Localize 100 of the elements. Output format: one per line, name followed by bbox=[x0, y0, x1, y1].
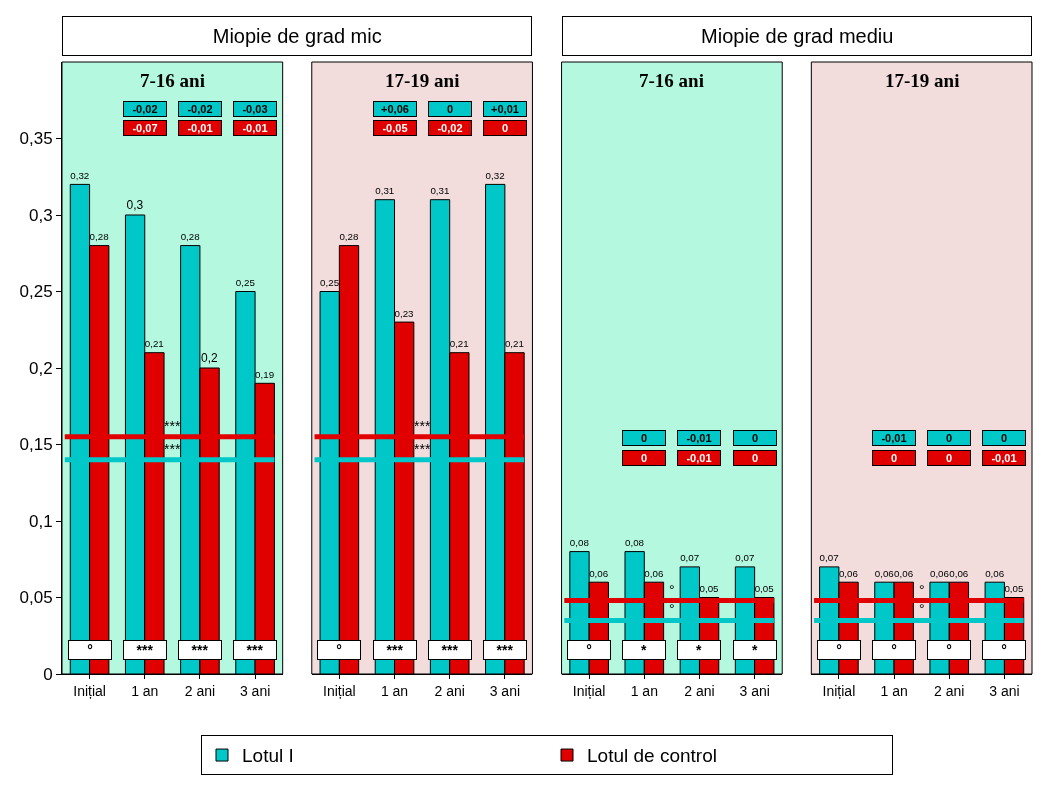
annotation: * bbox=[752, 642, 758, 658]
annotation: -0,01 bbox=[991, 452, 1017, 464]
annotation: +0,06 bbox=[381, 103, 409, 115]
annotation: ° bbox=[836, 642, 842, 658]
chart-subtitle: 7-16 ani bbox=[140, 70, 205, 91]
annotation: ° bbox=[336, 642, 342, 658]
data-label: 0,28 bbox=[339, 231, 359, 243]
annotation: ° bbox=[586, 642, 592, 658]
annotation: * bbox=[696, 642, 702, 658]
data-label: 0,07 bbox=[735, 552, 755, 564]
annotation: -0,05 bbox=[382, 122, 408, 134]
annotation: 0 bbox=[890, 452, 898, 464]
ref-line-label: *** bbox=[414, 418, 431, 434]
y-tick-label: 0,15 bbox=[19, 435, 53, 455]
annotation: -0,01 bbox=[242, 122, 268, 134]
annotation: -0,01 bbox=[187, 122, 213, 134]
chart-subtitle: 17-19 ani bbox=[885, 70, 960, 91]
data-label: 0,05 bbox=[699, 583, 720, 595]
ref-line-label: *** bbox=[414, 441, 431, 457]
data-label: 0,21 bbox=[504, 338, 524, 350]
data-label: 0,06 bbox=[985, 567, 1005, 579]
annotation: 0 bbox=[501, 122, 509, 134]
annotation: -0,01 bbox=[686, 432, 712, 444]
annotation: -0,07 bbox=[132, 122, 158, 134]
data-label: 0,06 bbox=[874, 567, 894, 579]
annotation: *** bbox=[496, 642, 514, 658]
x-tick-label: Inițial bbox=[323, 682, 356, 699]
annotation: -0,02 bbox=[132, 103, 158, 115]
data-label: 0,21 bbox=[449, 338, 469, 350]
x-tick-label: 1 an bbox=[131, 682, 159, 699]
annotation: 0 bbox=[640, 452, 648, 464]
annotation: 0 bbox=[640, 432, 648, 444]
data-label: 0,28 bbox=[89, 231, 109, 243]
data-label: 0,07 bbox=[680, 552, 700, 564]
x-tick-label: Inițial bbox=[822, 682, 856, 699]
ref-line-label: ° bbox=[669, 601, 675, 617]
data-label: 0,06 bbox=[929, 567, 949, 579]
data-label: 0,31 bbox=[430, 185, 450, 197]
annotation: -0,02 bbox=[437, 122, 463, 134]
annotation: ° bbox=[946, 642, 952, 658]
annotation: 0 bbox=[1000, 432, 1008, 444]
x-tick-label: 3 ani bbox=[739, 682, 770, 699]
chart-title: Miopie de grad mic bbox=[212, 25, 382, 47]
data-label: 0,25 bbox=[235, 277, 256, 289]
chart-subtitle: 7-16 ani bbox=[639, 70, 704, 91]
annotation: -0,03 bbox=[242, 103, 268, 115]
legend-label: Lotul de control bbox=[587, 745, 717, 767]
y-tick-label: 0 bbox=[43, 664, 53, 684]
annotation: 0 bbox=[945, 452, 953, 464]
legend-label: Lotul I bbox=[242, 745, 294, 767]
x-tick-label: Inițial bbox=[572, 682, 606, 699]
annotation: -0,02 bbox=[187, 103, 213, 115]
chart-title: Miopie de grad mediu bbox=[701, 25, 894, 47]
y-tick-label: 0,05 bbox=[19, 588, 53, 608]
data-label: 0,32 bbox=[485, 169, 505, 181]
data-label: 0,08 bbox=[625, 537, 645, 549]
annotation: *** bbox=[386, 642, 404, 658]
x-tick-label: 3 ani bbox=[989, 682, 1020, 699]
data-label: 0,23 bbox=[394, 307, 414, 319]
y-tick-label: 0,25 bbox=[19, 282, 53, 302]
annotation: ° bbox=[87, 642, 93, 658]
annotation: ° bbox=[1001, 642, 1007, 658]
data-label: 0,28 bbox=[180, 231, 200, 243]
x-tick-label: 2 ani bbox=[934, 682, 965, 699]
annotation: +0,01 bbox=[491, 103, 519, 115]
ref-line-label: ° bbox=[919, 601, 925, 617]
annotation: *** bbox=[191, 642, 209, 658]
data-label: 0,06 bbox=[838, 567, 858, 579]
annotation: 0 bbox=[751, 432, 759, 444]
y-tick-label: 0,35 bbox=[19, 129, 53, 149]
data-label: 0,31 bbox=[375, 185, 395, 197]
ref-line-label: ° bbox=[919, 582, 925, 598]
data-label: 0,08 bbox=[569, 537, 589, 549]
x-tick-label: 2 ani bbox=[184, 682, 216, 699]
x-tick-label: 2 ani bbox=[684, 682, 715, 699]
data-label: 0,05 bbox=[1004, 583, 1025, 595]
annotation: *** bbox=[441, 642, 459, 658]
annotation: ° bbox=[891, 642, 897, 658]
x-tick-label: 3 ani bbox=[239, 682, 271, 699]
data-label: 0,06 bbox=[894, 567, 914, 579]
annotation: 0 bbox=[945, 432, 953, 444]
x-tick-label: 1 an bbox=[380, 682, 409, 699]
annotation: -0,01 bbox=[881, 432, 907, 444]
annotation: * bbox=[641, 642, 647, 658]
data-label: 0,21 bbox=[144, 338, 164, 350]
data-label: 0,06 bbox=[949, 567, 969, 579]
chart-subtitle: 17-19 ani bbox=[385, 70, 460, 91]
x-tick-label: 3 ani bbox=[489, 682, 521, 699]
x-tick-label: Inițial bbox=[73, 682, 106, 699]
data-label: 0,07 bbox=[819, 552, 839, 564]
ref-line-label: ° bbox=[669, 582, 675, 598]
x-tick-label: 1 an bbox=[630, 682, 658, 699]
annotation: 0 bbox=[446, 103, 454, 115]
data-label: 0,3 bbox=[126, 198, 144, 212]
data-label: 0,32 bbox=[70, 169, 90, 181]
y-tick-label: 0,1 bbox=[28, 511, 53, 531]
data-label: 0,2 bbox=[201, 351, 219, 365]
data-label: 0,25 bbox=[320, 277, 340, 289]
annotation: -0,01 bbox=[686, 452, 712, 464]
annotation: *** bbox=[246, 642, 264, 658]
